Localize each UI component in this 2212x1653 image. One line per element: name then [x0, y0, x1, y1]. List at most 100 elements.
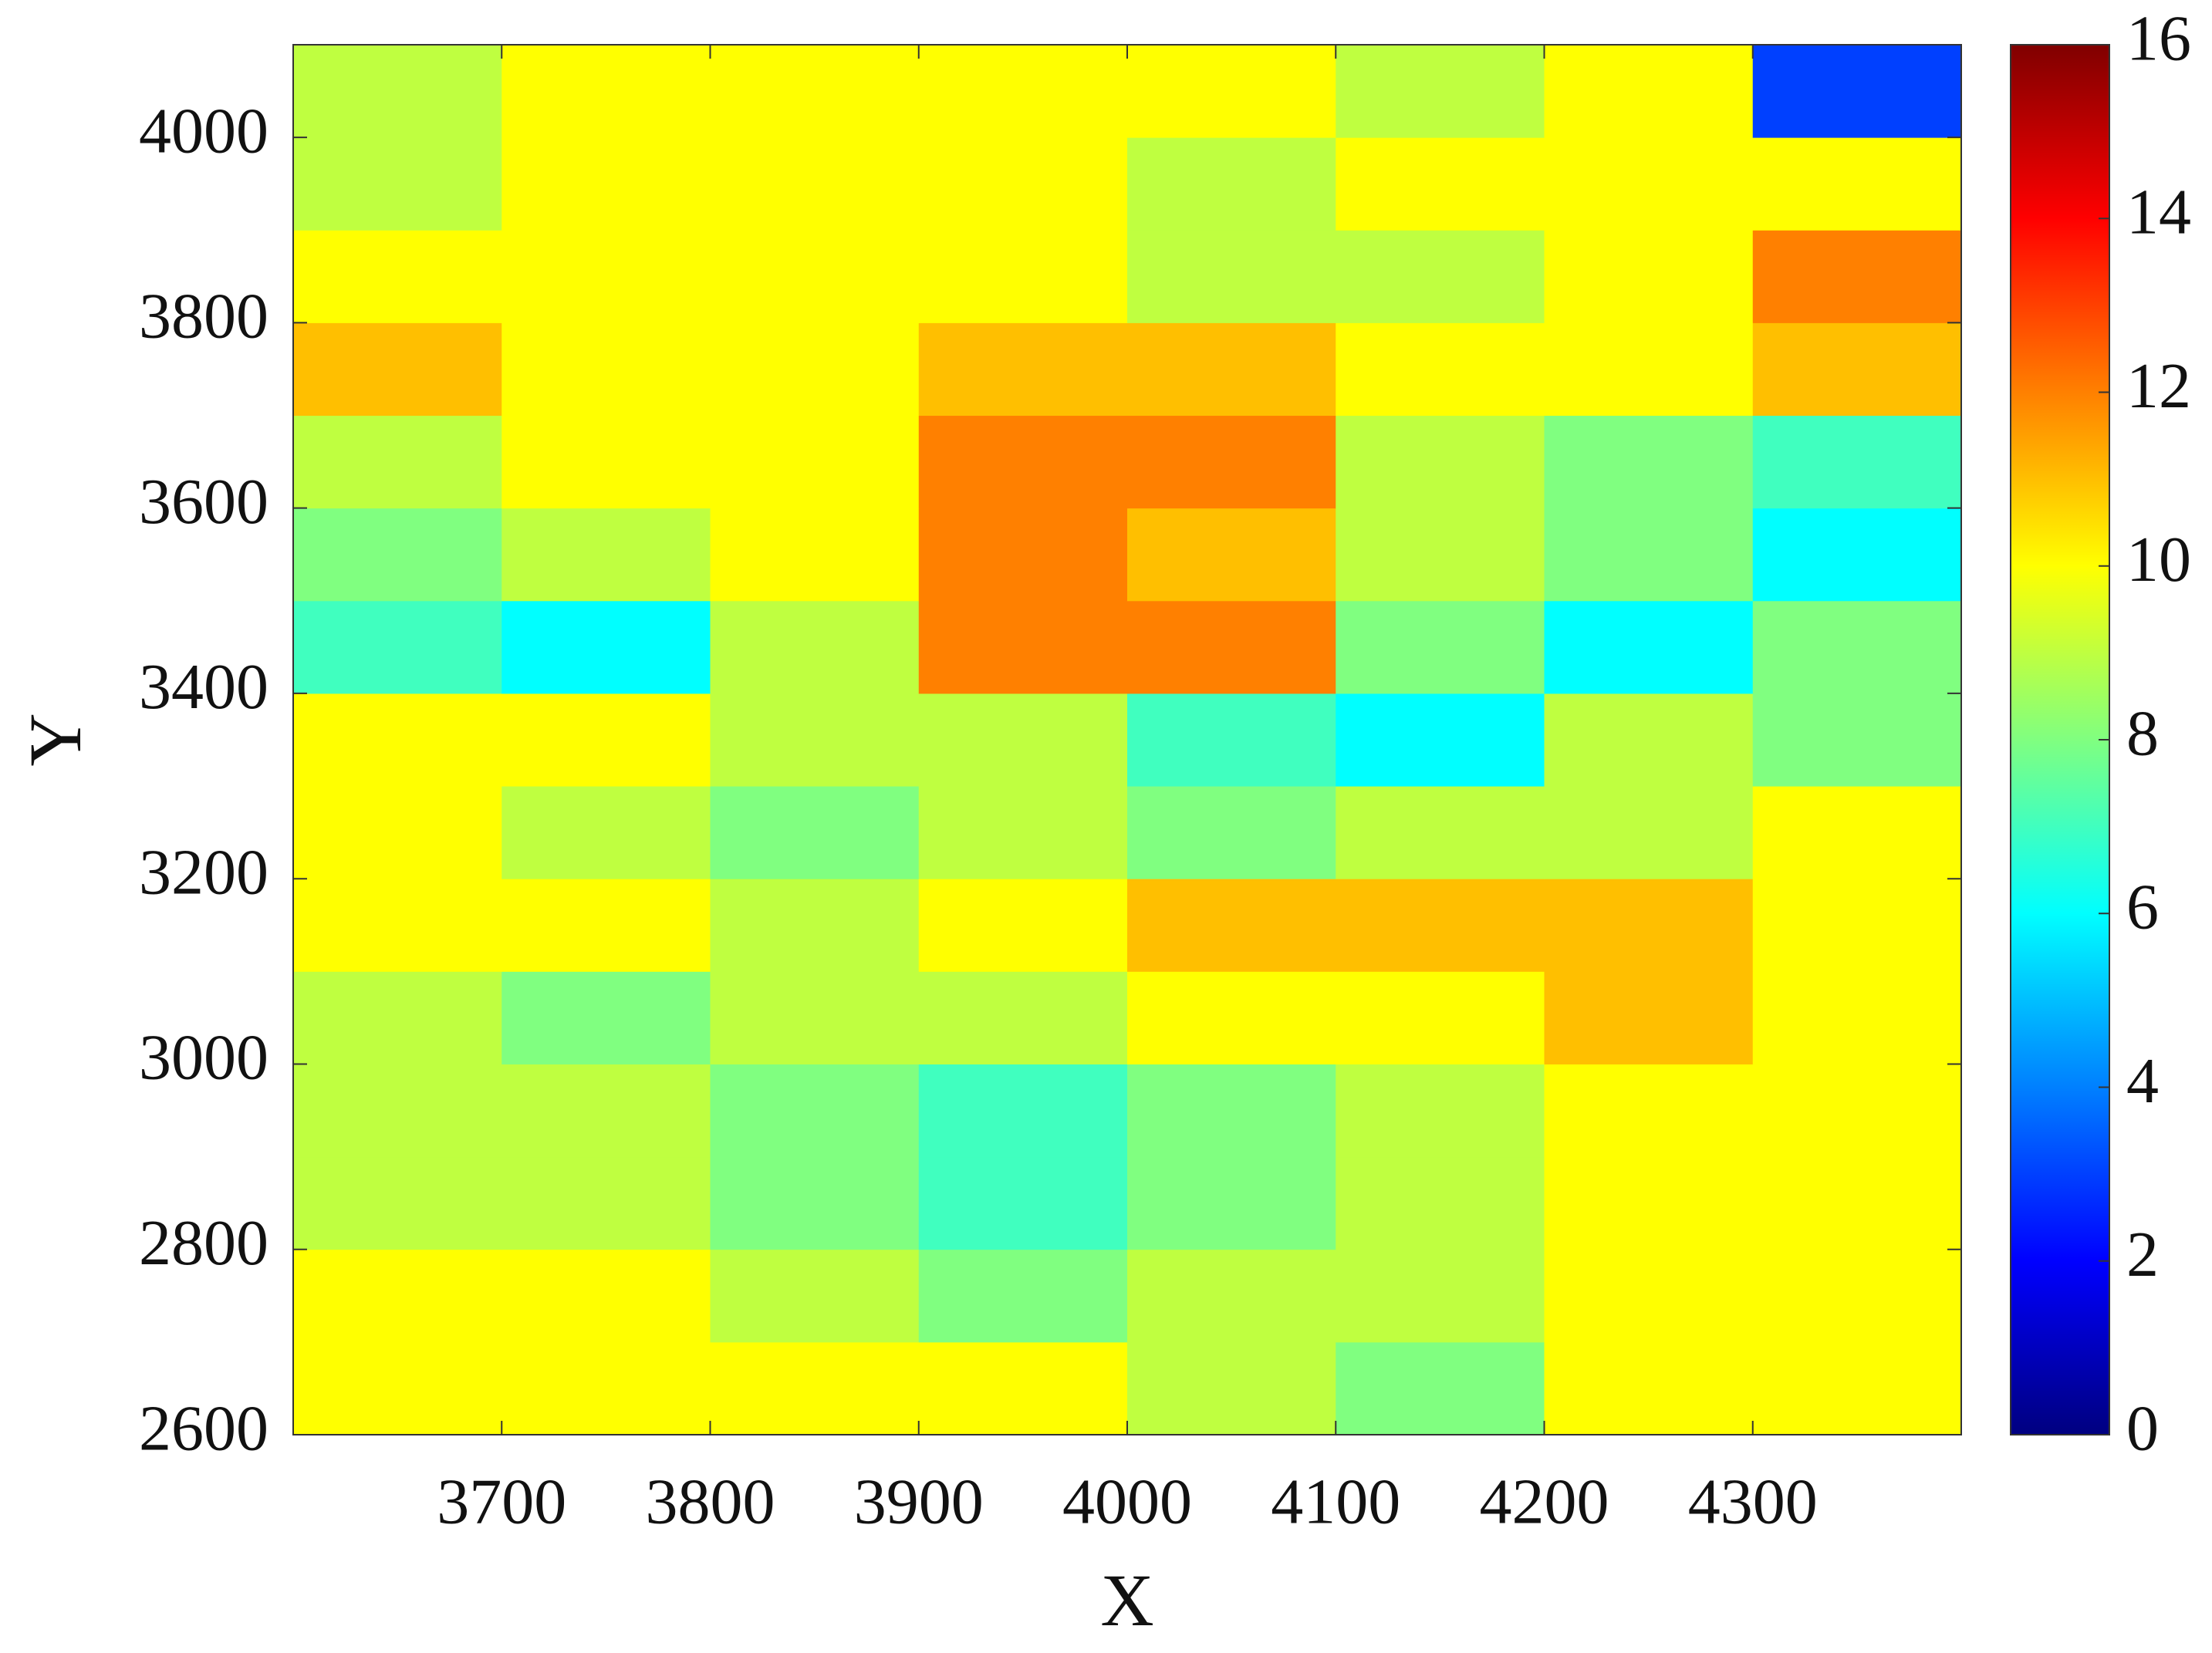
heat-cell	[501, 1341, 711, 1435]
heat-cell	[501, 1249, 711, 1343]
heat-cell	[1127, 230, 1336, 323]
heat-cell	[293, 230, 502, 323]
heat-cell	[1544, 786, 1754, 879]
heat-cell	[710, 600, 920, 694]
heat-cell	[501, 230, 711, 323]
colorbar-tick-label: 10	[2126, 524, 2191, 595]
heat-cell	[1336, 415, 1545, 509]
heat-cell	[710, 786, 920, 879]
heat-cell	[710, 1249, 920, 1343]
heat-cell	[1336, 786, 1545, 879]
heat-cell	[710, 693, 920, 787]
heat-cell	[1752, 693, 1962, 787]
heat-cell	[1336, 137, 1545, 231]
heat-cell	[501, 508, 711, 602]
heat-cell	[710, 45, 920, 138]
heat-cell	[918, 971, 1128, 1064]
heat-cell	[1544, 1064, 1754, 1158]
heat-cell	[918, 415, 1128, 509]
heat-cell	[501, 971, 711, 1064]
heat-cell	[501, 693, 711, 787]
heat-cell	[710, 879, 920, 972]
x-tick-label: 3900	[854, 1466, 984, 1537]
heat-cell	[1336, 879, 1545, 972]
heat-cell	[1336, 693, 1545, 787]
heat-cell	[293, 415, 502, 509]
heat-cell	[1336, 508, 1545, 602]
heat-cell	[918, 1156, 1128, 1250]
heat-cell	[501, 1156, 711, 1250]
heat-cell	[501, 786, 711, 879]
heat-cell	[501, 1064, 711, 1158]
colorbar-tick-label: 2	[2126, 1219, 2159, 1290]
heat-cell	[1544, 230, 1754, 323]
heat-cell	[293, 1249, 502, 1343]
heat-cell	[918, 1341, 1128, 1435]
heat-cell	[918, 508, 1128, 602]
heat-cell	[1544, 600, 1754, 694]
x-tick-label: 4300	[1688, 1466, 1818, 1537]
heat-cell	[710, 1064, 920, 1158]
heat-cell	[1336, 1341, 1545, 1435]
heat-cell	[918, 137, 1128, 231]
heat-cell	[501, 415, 711, 509]
x-axis-title: X	[1100, 1559, 1153, 1641]
heat-cell	[918, 322, 1128, 417]
heat-cell	[1544, 137, 1754, 231]
heat-cell	[1752, 879, 1962, 972]
heat-cell	[1127, 1341, 1336, 1435]
heat-cell	[1752, 137, 1962, 231]
heat-cell	[1752, 45, 1962, 138]
heat-cell	[501, 322, 711, 417]
heat-cell	[1752, 230, 1962, 323]
heat-cell	[1752, 508, 1962, 602]
heat-cell	[293, 693, 502, 787]
colorbar-tick-label: 8	[2126, 697, 2159, 769]
x-tick-label: 4100	[1271, 1466, 1400, 1537]
heat-cell	[1127, 1249, 1336, 1343]
heat-cell	[1752, 971, 1962, 1064]
heat-cell	[1544, 415, 1754, 509]
heat-cell	[710, 1341, 920, 1435]
heat-cell	[1336, 1249, 1545, 1343]
heat-cell	[293, 45, 502, 138]
heat-cell	[1544, 508, 1754, 602]
colorbar	[2010, 44, 2110, 1435]
heat-cell	[1544, 1249, 1754, 1343]
y-tick-label: 3000	[139, 1022, 268, 1094]
heat-cell	[501, 879, 711, 972]
heat-cell	[1752, 600, 1962, 694]
heat-cell	[1752, 415, 1962, 509]
heat-cell	[1127, 1156, 1336, 1250]
heat-cell	[710, 415, 920, 509]
heat-cell	[918, 693, 1128, 787]
heat-cell	[1752, 786, 1962, 879]
heat-cell	[293, 322, 502, 417]
y-tick-label: 2600	[139, 1392, 268, 1464]
heat-cell	[1544, 1156, 1754, 1250]
heat-cell	[1127, 508, 1336, 602]
heat-cell	[918, 45, 1128, 138]
heat-cell	[710, 508, 920, 602]
x-tick-label: 3700	[437, 1466, 566, 1537]
heat-cell	[1544, 971, 1754, 1064]
y-tick-label: 3400	[139, 651, 268, 723]
heat-cell	[1544, 45, 1754, 138]
heat-cell	[293, 1156, 502, 1250]
heat-cell	[918, 1064, 1128, 1158]
heat-cell	[293, 508, 502, 602]
heat-cell	[1336, 1156, 1545, 1250]
heat-cell	[1752, 1156, 1962, 1250]
heat-cell	[918, 600, 1128, 694]
heat-cell	[1127, 600, 1336, 694]
heat-cell	[1752, 322, 1962, 417]
heat-cell	[1752, 1249, 1962, 1343]
heat-cell	[918, 879, 1128, 972]
y-tick-label: 4000	[139, 95, 268, 167]
heat-cell	[710, 137, 920, 231]
heat-cell	[293, 1341, 502, 1435]
heat-cell	[1752, 1341, 1962, 1435]
y-axis-title: Y	[14, 713, 96, 766]
colorbar-tick-label: 14	[2126, 177, 2191, 248]
heat-cell	[1544, 693, 1754, 787]
